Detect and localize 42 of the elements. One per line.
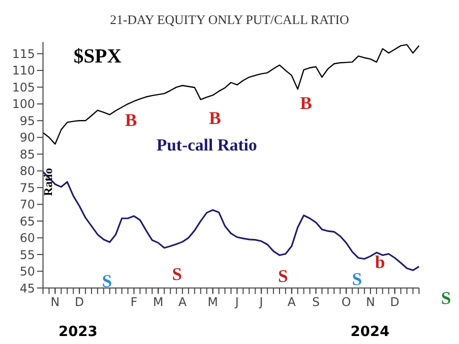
annotation: S: [172, 264, 182, 284]
text: 2023: [58, 324, 98, 340]
y-tick-label: 55: [20, 248, 35, 262]
y-tick-label: 70: [20, 198, 35, 212]
text: 2024: [350, 324, 390, 340]
y-tick-label: 115: [12, 46, 35, 61]
y-axis-title: Ratio: [41, 168, 55, 196]
x-tick-label: F: [130, 295, 138, 309]
text: Put-call Ratio: [156, 136, 258, 155]
y-tick-label: 100: [12, 97, 35, 112]
x-tick-label: D: [74, 295, 84, 309]
x-tick-label: A: [288, 295, 297, 309]
y-tick-label: 45: [20, 281, 35, 296]
y-tick-label: 105: [12, 80, 35, 94]
x-tick-label: D: [390, 295, 400, 309]
annotation: B: [124, 110, 138, 130]
annotation: B: [208, 108, 222, 128]
chart-title: 21-DAY EQUITY ONLY PUT/CALL RATIO: [109, 12, 350, 28]
series-label: $SPX: [74, 45, 122, 68]
y-tick-label: 85: [20, 147, 35, 162]
annotation: S: [352, 269, 362, 289]
annotation: S: [102, 271, 112, 291]
x-tick-label: O: [342, 295, 351, 309]
annotation: S: [278, 266, 288, 286]
annotation: B: [300, 93, 312, 113]
y-tick-label: 75: [20, 180, 35, 195]
x-tick-label: N: [366, 295, 375, 309]
x-tick-label: J: [258, 295, 264, 309]
y-tick-label: 60: [20, 231, 35, 246]
y-tick-label: 65: [20, 214, 35, 228]
y-tick-label: 80: [20, 164, 35, 178]
x-tick-label: S: [312, 295, 320, 309]
x-tick-label: N: [50, 295, 60, 309]
y-tick-label: 50: [20, 264, 35, 279]
x-tick-label: A: [178, 295, 188, 309]
y-tick-label: 110: [12, 64, 35, 78]
y-tick-label: 95: [20, 114, 35, 128]
x-tick-label: M: [153, 295, 164, 309]
x-tick-label: M: [208, 295, 218, 309]
annotation: b: [374, 252, 386, 272]
y-tick-label: 90: [20, 130, 35, 145]
x-tick-label: J: [234, 295, 239, 309]
